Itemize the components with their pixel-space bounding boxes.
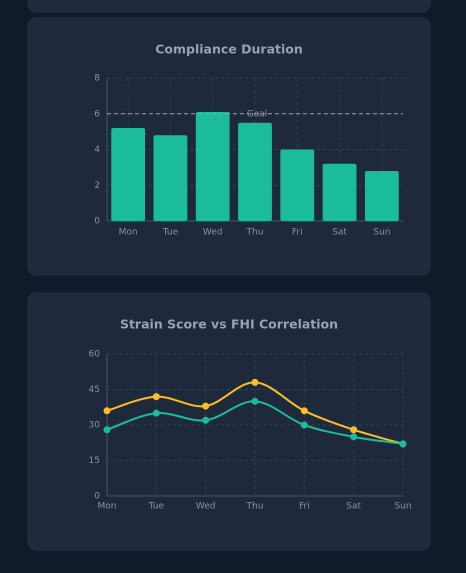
goal-label: Goal — [247, 109, 268, 119]
bar — [238, 122, 272, 221]
bar — [111, 128, 146, 221]
y-tick-label: 6 — [94, 109, 100, 119]
point — [251, 397, 259, 405]
point — [202, 402, 210, 410]
x-tick-label: Thu — [246, 228, 264, 238]
card — [27, 0, 431, 13]
x-tick-label: Sat — [346, 502, 361, 512]
point — [152, 393, 160, 401]
x-tick-label: Fri — [292, 228, 303, 238]
x-tick-label: Sun — [373, 228, 390, 238]
y-tick-label: 4 — [94, 145, 100, 155]
point — [350, 426, 358, 434]
bar — [280, 149, 315, 221]
card — [27, 292, 431, 551]
x-tick-label: Wed — [196, 502, 216, 512]
x-tick-label: Sat — [332, 228, 347, 238]
y-tick-label: 0 — [94, 492, 100, 502]
x-tick-label: Fri — [299, 502, 310, 512]
point — [103, 426, 111, 434]
x-tick-label: Wed — [203, 228, 223, 238]
y-tick-label: 0 — [94, 217, 100, 227]
x-tick-label: Tue — [148, 502, 165, 512]
bar — [364, 170, 399, 221]
bar — [322, 163, 357, 221]
point — [300, 407, 308, 415]
chart-title: Strain Score vs FHI Correlation — [120, 317, 338, 332]
chart-title: Compliance Duration — [155, 42, 303, 57]
bar — [195, 111, 230, 221]
y-tick-label: 8 — [94, 74, 100, 84]
point — [251, 378, 259, 386]
y-tick-label: 30 — [89, 421, 101, 431]
x-tick-label: Sun — [394, 502, 411, 512]
y-tick-label: 15 — [89, 456, 100, 466]
x-tick-label: Mon — [98, 502, 117, 512]
point — [300, 421, 308, 429]
x-tick-label: Tue — [162, 228, 179, 238]
y-tick-label: 60 — [89, 350, 101, 360]
point — [350, 433, 358, 441]
y-tick-label: 2 — [94, 181, 100, 191]
x-tick-label: Thu — [246, 502, 264, 512]
x-tick-label: Mon — [119, 228, 138, 238]
point — [103, 407, 111, 415]
bar — [153, 135, 188, 221]
y-tick-label: 45 — [89, 385, 100, 395]
point — [399, 440, 407, 448]
point — [152, 409, 160, 417]
point — [202, 416, 210, 424]
